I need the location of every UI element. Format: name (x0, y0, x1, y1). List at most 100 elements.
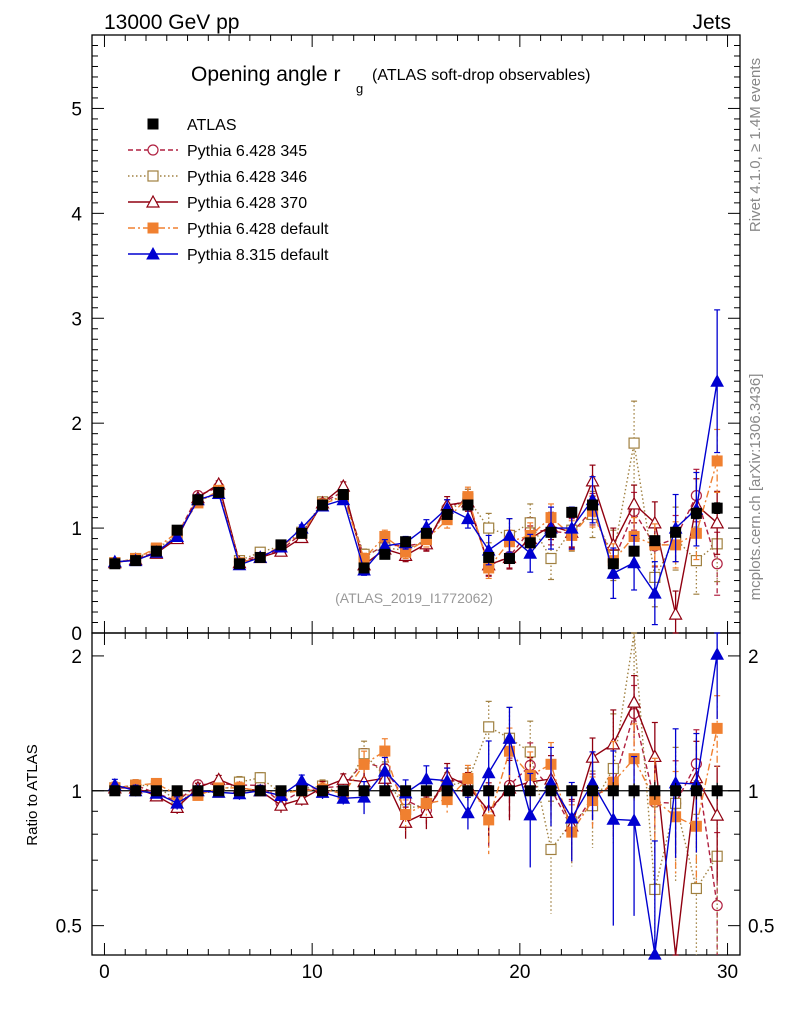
series-5 (108, 309, 724, 626)
ratio-point (379, 745, 391, 757)
ratio-point (607, 785, 619, 797)
ratio-point (233, 785, 245, 797)
ratio-point (420, 785, 432, 797)
ratio-point (171, 785, 183, 797)
chart-title: Opening angle r (191, 63, 340, 86)
ratio-tick-label: 0.5 (56, 917, 82, 938)
ratio-point (378, 764, 392, 777)
data-point (254, 551, 266, 563)
ratio-point (273, 797, 289, 811)
ratio-point (379, 785, 391, 797)
ratio-point (170, 796, 184, 809)
data-point (503, 553, 515, 565)
ratio-point (109, 785, 121, 797)
data-point (171, 524, 183, 536)
legend-marker (147, 118, 159, 130)
legend-label: ATLAS (187, 117, 237, 134)
ratio-series (107, 632, 725, 960)
legend-entry: Pythia 6.428 345 (128, 143, 307, 160)
ratio-point (358, 758, 370, 770)
ratio-point (502, 731, 517, 744)
ratio-point (294, 773, 309, 787)
ratio-point (710, 807, 725, 821)
data-point (109, 558, 121, 570)
ratio-point (606, 812, 621, 825)
legend-marker (147, 144, 159, 156)
ratio-point (545, 843, 557, 856)
y-tick-label: 2 (71, 414, 82, 435)
legend-entry: Pythia 6.428 default (128, 221, 329, 238)
analysis-watermark: (ATLAS_2019_I1772062) (335, 590, 493, 606)
data-point (545, 526, 557, 538)
ratio-point (503, 785, 515, 797)
ratio-point (420, 797, 432, 809)
data-point (523, 546, 538, 559)
main-series (107, 309, 725, 634)
y-tick-label: 4 (71, 204, 82, 225)
series-line (114, 460, 718, 570)
ratio-point (710, 647, 724, 660)
legend-marker (147, 170, 159, 182)
series-line (114, 654, 718, 955)
data-point (587, 499, 599, 511)
chart-title-subscript: g (356, 81, 363, 96)
x-tick-label: 20 (509, 962, 530, 983)
legend-label: Pythia 6.428 default (187, 221, 329, 238)
data-point (317, 499, 329, 511)
data-point (461, 511, 475, 525)
data-point (649, 535, 661, 547)
ratio-ylabel: Ratio to ATLAS (24, 744, 41, 845)
data-point (710, 515, 725, 529)
data-point (711, 455, 723, 467)
x-tick-label: 10 (302, 962, 323, 983)
ratio-point (523, 807, 538, 821)
ratio-point (648, 947, 662, 960)
ratio-point (649, 785, 661, 797)
data-point (441, 508, 453, 520)
legend-label: Pythia 8.315 default (187, 247, 329, 264)
data-point (607, 558, 619, 570)
rivet-label: Rivet 4.1.0, ≥ 1.4M events (747, 58, 764, 232)
legend-label: Pythia 6.428 346 (187, 169, 307, 186)
ratio-point (670, 785, 682, 797)
ratio-point (400, 785, 412, 797)
ratio-point (545, 785, 557, 797)
legend-entry: Pythia 8.315 default (128, 246, 329, 264)
ratio-point (462, 785, 474, 797)
ratio-point (213, 785, 225, 797)
ratio-point (400, 809, 412, 821)
ratio-point (294, 791, 309, 805)
legend-label: Pythia 6.428 345 (187, 143, 307, 160)
data-point (483, 522, 495, 534)
data-point (502, 528, 517, 541)
ratio-point (150, 785, 162, 797)
legend-label: Pythia 6.428 370 (187, 195, 307, 212)
data-point (668, 606, 683, 620)
data-point (564, 521, 579, 534)
ratio-point (587, 785, 599, 797)
series-line (114, 442, 718, 580)
data-point (627, 496, 642, 510)
data-point (462, 499, 474, 511)
legend-marker (147, 222, 159, 234)
ratio-point (296, 785, 308, 797)
legend-entry: ATLAS (147, 117, 237, 134)
y-tick-label: 3 (71, 309, 82, 330)
data-point (628, 545, 640, 557)
series-line (114, 632, 718, 891)
series-0 (109, 486, 723, 574)
ratio-point (461, 805, 475, 819)
ratio-tick-label-right: 0.5 (748, 917, 774, 938)
ratio-series-0 (109, 782, 723, 800)
ratio-point (481, 765, 496, 779)
legend-entry: Pythia 6.428 370 (128, 194, 307, 212)
ratio-point (462, 772, 474, 784)
data-point (628, 437, 640, 449)
ratio-point (627, 694, 642, 708)
ratio-tick-label: 1 (71, 782, 82, 803)
ratio-point (690, 882, 702, 895)
ratio-tick-label-right: 2 (748, 647, 759, 668)
data-point (170, 529, 184, 542)
ratio-point (441, 785, 453, 797)
